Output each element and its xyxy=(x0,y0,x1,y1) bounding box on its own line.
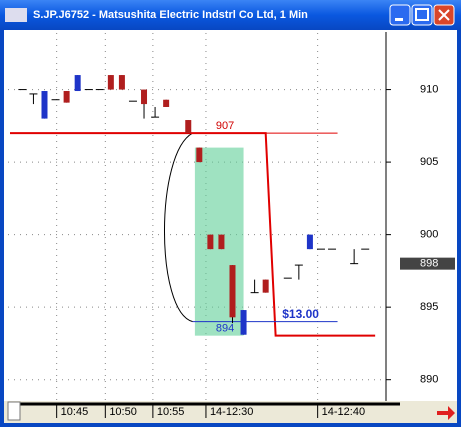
candle-body xyxy=(185,120,192,134)
position-line xyxy=(10,132,376,337)
close-button[interactable] xyxy=(433,4,455,26)
candle-body xyxy=(240,310,247,335)
y-tick-label: 900 xyxy=(420,229,438,241)
last-price-box xyxy=(400,257,455,270)
candle-body xyxy=(118,75,125,90)
x-tick-label: 14-12:40 xyxy=(322,406,365,418)
x-tick-label: 10:55 xyxy=(157,406,185,418)
scroll-thumb[interactable] xyxy=(7,401,21,421)
trade-bracket xyxy=(163,132,193,323)
title-bar xyxy=(0,0,461,30)
y-tick-label: 905 xyxy=(420,156,438,168)
entry-label: 907 xyxy=(216,120,234,132)
candle-body xyxy=(141,89,148,105)
y-tick-label: 890 xyxy=(420,374,438,386)
y-tick-label: 910 xyxy=(420,83,438,95)
window-title: S.JP.J6752 - Matsushita Electric Indstrl… xyxy=(33,9,308,21)
candle-body xyxy=(163,99,170,107)
candle-body xyxy=(74,75,81,92)
candle-body xyxy=(207,234,214,250)
x-tick-label: 14-12:30 xyxy=(210,406,253,418)
x-tick-label: 10:50 xyxy=(109,406,137,418)
min-button[interactable] xyxy=(389,4,411,26)
candle-body xyxy=(229,265,236,318)
candle-body xyxy=(262,279,269,293)
candle-body xyxy=(196,147,203,163)
profit-label: $13.00 xyxy=(282,307,319,321)
exit-label: 894 xyxy=(216,323,234,335)
candle-body xyxy=(218,234,225,250)
candle-body xyxy=(63,91,70,103)
scroll-arrow[interactable] xyxy=(437,406,455,420)
max-button[interactable] xyxy=(411,4,433,26)
bottom-bar xyxy=(4,401,457,423)
last-price-label: 898 xyxy=(420,258,438,270)
x-tick-label: 10:45 xyxy=(61,406,89,418)
candle-body xyxy=(41,91,48,119)
y-tick-label: 895 xyxy=(420,301,438,313)
candle-body xyxy=(107,75,114,90)
candle-body xyxy=(306,234,313,250)
app-icon xyxy=(5,8,27,22)
